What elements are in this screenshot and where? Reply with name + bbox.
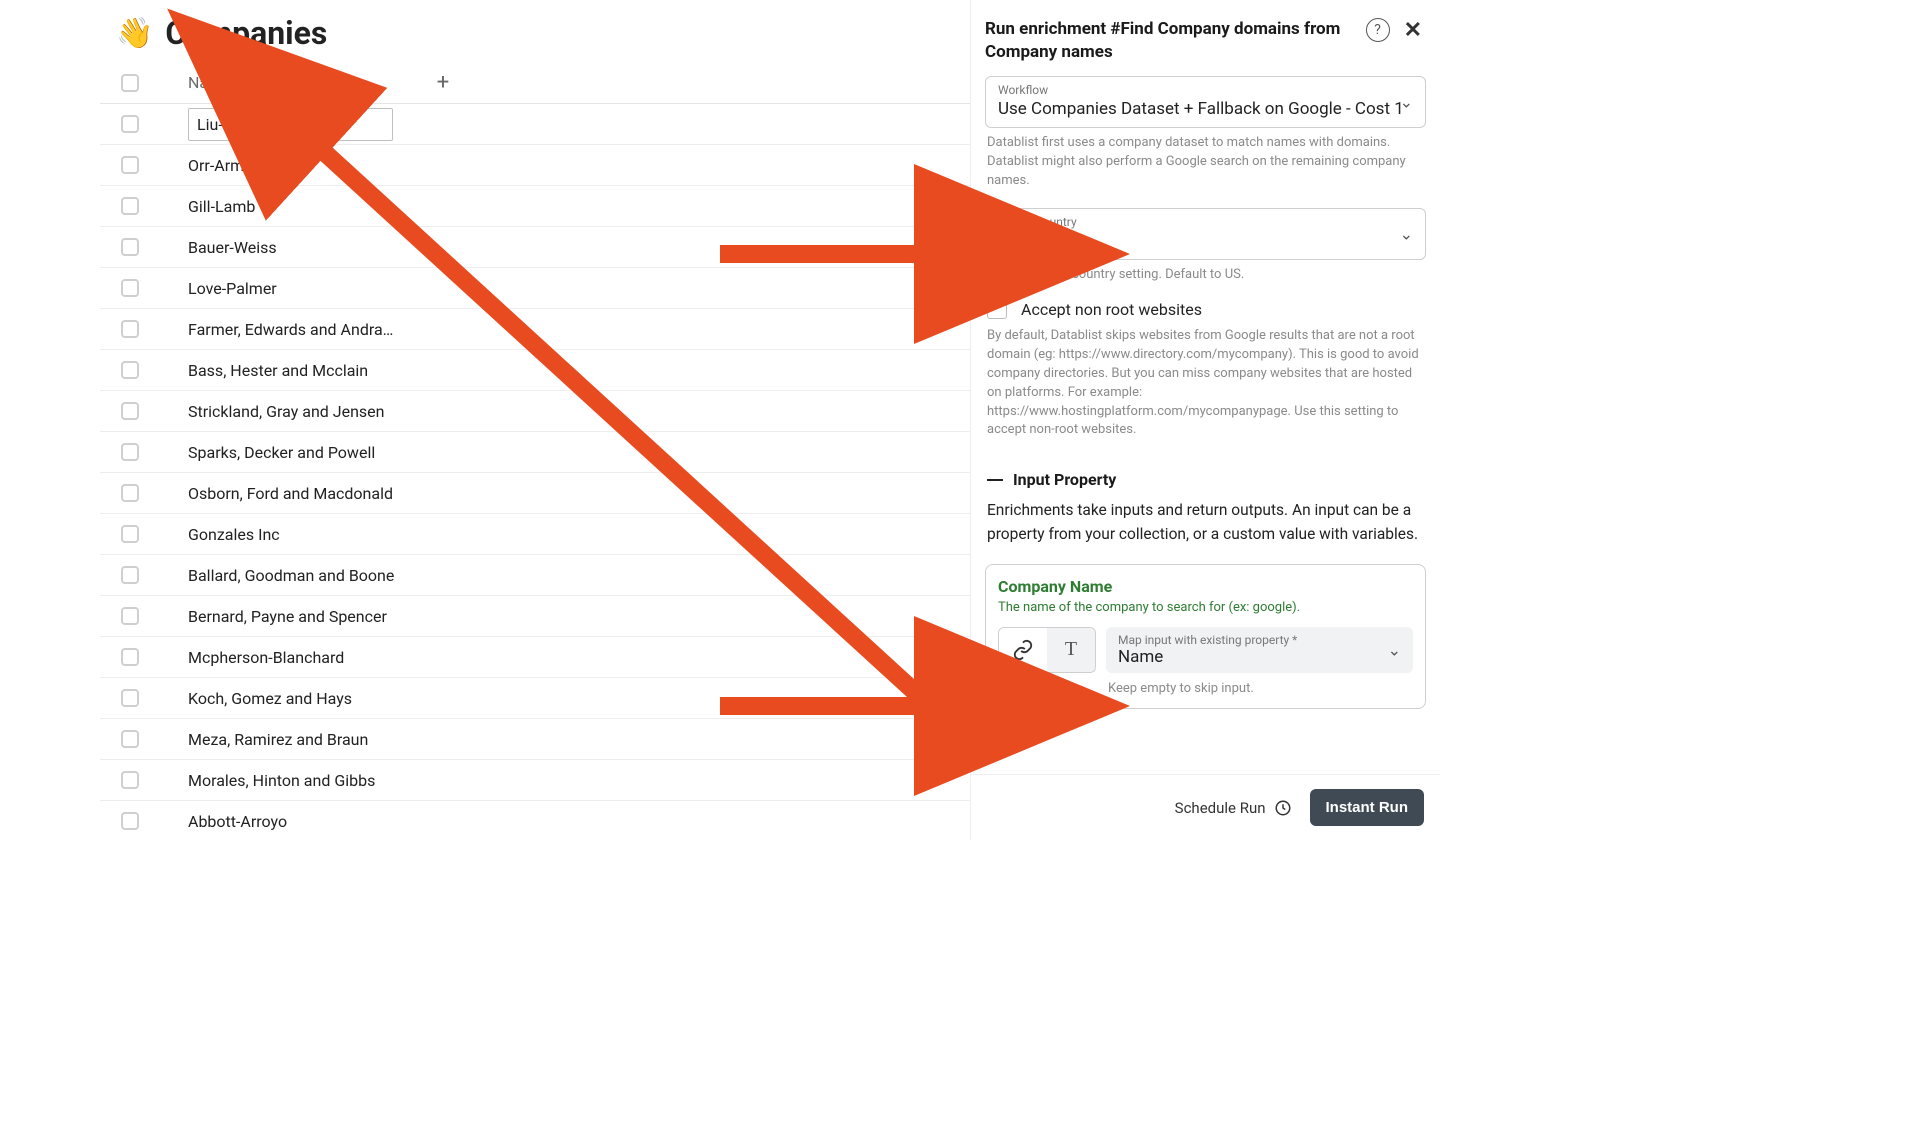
schedule-run-button[interactable]: Schedule Run bbox=[1175, 799, 1292, 817]
row-checkbox[interactable] bbox=[121, 156, 139, 174]
text-mode-icon[interactable]: T bbox=[1047, 628, 1095, 672]
accept-non-root-help: By default, Datablist skips websites fro… bbox=[987, 327, 1424, 440]
clock-icon bbox=[1274, 799, 1292, 817]
accept-non-root-row[interactable]: Accept non root websites bbox=[987, 299, 1424, 319]
page-title: Companies bbox=[165, 14, 327, 52]
company-name-cell[interactable]: Bass, Hester and Mcclain bbox=[178, 361, 428, 380]
row-checkbox[interactable] bbox=[121, 525, 139, 543]
company-name-cell[interactable]: Gonzales Inc bbox=[178, 525, 428, 544]
map-property-label: Map input with existing property * bbox=[1118, 633, 1401, 647]
company-name-cell[interactable]: Liu-Hoover bbox=[178, 108, 428, 141]
wave-icon: 👋 bbox=[116, 16, 153, 51]
company-name-cell[interactable]: Orr-Armstrong bbox=[178, 156, 428, 175]
input-card-subtitle: The name of the company to search for (e… bbox=[998, 600, 1413, 615]
row-checkbox[interactable] bbox=[121, 443, 139, 461]
company-name-cell[interactable]: Koch, Gomez and Hays bbox=[178, 689, 428, 708]
map-property-select[interactable]: Map input with existing property * Name … bbox=[1106, 627, 1413, 673]
row-checkbox[interactable] bbox=[121, 361, 139, 379]
help-icon[interactable]: ? bbox=[1366, 18, 1390, 42]
row-checkbox[interactable] bbox=[121, 689, 139, 707]
workflow-value: Use Companies Dataset + Fallback on Goog… bbox=[998, 99, 1413, 119]
company-name-input-card: Company Name The name of the company to … bbox=[985, 564, 1426, 709]
map-property-help: Keep empty to skip input. bbox=[998, 681, 1413, 696]
company-name-cell[interactable]: Ballard, Goodman and Boone bbox=[178, 566, 428, 585]
input-property-header[interactable]: Input Property bbox=[987, 470, 1424, 489]
row-checkbox[interactable] bbox=[121, 238, 139, 256]
input-property-title: Input Property bbox=[1013, 470, 1116, 489]
column-header-name[interactable]: Name bbox=[178, 73, 428, 92]
select-all-checkbox[interactable] bbox=[121, 74, 139, 92]
company-name-cell[interactable]: Morales, Hinton and Gibbs bbox=[178, 771, 428, 790]
row-checkbox[interactable] bbox=[121, 402, 139, 420]
company-name-cell[interactable]: Farmer, Edwards and Andra… bbox=[178, 320, 428, 339]
company-name-cell[interactable]: Abbott-Arroyo bbox=[178, 812, 428, 831]
row-checkbox[interactable] bbox=[121, 197, 139, 215]
row-checkbox[interactable] bbox=[121, 730, 139, 748]
close-icon[interactable]: ✕ bbox=[1400, 18, 1426, 43]
row-checkbox[interactable] bbox=[121, 279, 139, 297]
company-name-cell[interactable]: Bauer-Weiss bbox=[178, 238, 428, 257]
target-country-select[interactable]: Target Country France ⌄ bbox=[985, 208, 1426, 260]
instant-run-button[interactable]: Instant Run bbox=[1310, 789, 1425, 826]
company-name-cell[interactable]: Sparks, Decker and Powell bbox=[178, 443, 428, 462]
panel-footer: Schedule Run Instant Run bbox=[971, 774, 1440, 840]
workflow-select[interactable]: Workflow Use Companies Dataset + Fallbac… bbox=[985, 76, 1426, 128]
row-checkbox[interactable] bbox=[121, 812, 139, 830]
company-name-cell[interactable]: Mcpherson-Blanchard bbox=[178, 648, 428, 667]
row-checkbox[interactable] bbox=[121, 484, 139, 502]
row-checkbox[interactable] bbox=[121, 607, 139, 625]
accept-non-root-checkbox[interactable] bbox=[987, 299, 1007, 319]
row-checkbox[interactable] bbox=[121, 566, 139, 584]
accept-non-root-label: Accept non root websites bbox=[1021, 300, 1202, 319]
input-property-description: Enrichments take inputs and return outpu… bbox=[987, 499, 1424, 546]
company-name-cell[interactable]: Meza, Ramirez and Braun bbox=[178, 730, 428, 749]
target-country-value: France bbox=[998, 231, 1413, 251]
input-mode-toggle[interactable]: T bbox=[998, 627, 1096, 673]
schedule-run-label: Schedule Run bbox=[1175, 799, 1266, 817]
company-name-cell[interactable]: Love-Palmer bbox=[178, 279, 428, 298]
company-name-cell[interactable]: Gill-Lamb bbox=[178, 197, 428, 216]
collapse-icon bbox=[987, 479, 1003, 481]
chevron-down-icon: ⌄ bbox=[1400, 92, 1413, 111]
workflow-label: Workflow bbox=[998, 83, 1413, 97]
add-column-button[interactable]: + bbox=[428, 70, 458, 95]
input-card-title: Company Name bbox=[998, 577, 1413, 596]
target-country-label: Target Country bbox=[998, 215, 1413, 229]
row-checkbox[interactable] bbox=[121, 771, 139, 789]
enrichment-panel: Run enrichment #Find Company domains fro… bbox=[970, 0, 1440, 840]
company-name-cell[interactable]: Strickland, Gray and Jensen bbox=[178, 402, 428, 421]
row-checkbox[interactable] bbox=[121, 648, 139, 666]
chevron-down-icon: ⌄ bbox=[1400, 225, 1413, 244]
target-country-help: Search engine country setting. Default t… bbox=[987, 266, 1424, 285]
workflow-help: Datablist first uses a company dataset t… bbox=[987, 134, 1424, 191]
company-name-cell[interactable]: Osborn, Ford and Macdonald bbox=[178, 484, 428, 503]
row-checkbox[interactable] bbox=[121, 320, 139, 338]
map-property-value: Name bbox=[1118, 647, 1401, 667]
chevron-down-icon: ⌄ bbox=[1388, 640, 1401, 659]
company-name-cell[interactable]: Bernard, Payne and Spencer bbox=[178, 607, 428, 626]
row-checkbox[interactable] bbox=[121, 115, 139, 133]
left-gutter bbox=[0, 0, 100, 840]
panel-title: Run enrichment #Find Company domains fro… bbox=[985, 18, 1356, 64]
link-mode-icon[interactable] bbox=[999, 628, 1047, 672]
